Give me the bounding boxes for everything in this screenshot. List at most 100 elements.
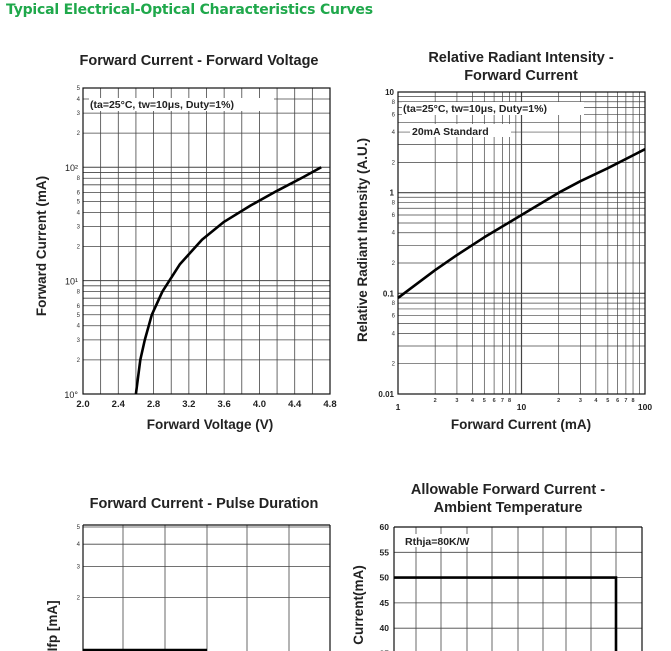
tick-label-y-minor: 2: [392, 160, 396, 166]
tick-label-y-minor: 8: [77, 176, 81, 182]
tick-label-y-minor: 4: [392, 231, 396, 237]
tick-label-y: 50: [380, 573, 390, 583]
tick-label-y-minor: 3: [77, 111, 81, 117]
tick-label-y-decade: 10¹: [65, 277, 78, 287]
annotation-bg: [89, 98, 274, 111]
tick-label-y-major: 10: [385, 88, 394, 97]
tick-label-x-minor: 3: [579, 398, 582, 404]
series-line: [397, 148, 646, 299]
annotation: Rthja=80K/W: [405, 536, 470, 548]
tick-label-x-minor: 8: [632, 398, 635, 404]
chart-title: Forward Current - Pulse Duration: [90, 496, 319, 512]
chart-allowable-current: 60 55 50 45 40 35 Rthja=80K/W Allowable Forward…: [351, 482, 643, 651]
chart-forward-current-voltage: 2 3 4 5 6 8 2 3 4 5 6 8 2 3 4 5 10° 10¹ 10² 2.0 2.4 2.8 3.2 3.6…: [34, 53, 337, 432]
tick-label-x: 3.6: [218, 399, 231, 410]
tick-label-x: 3.2: [182, 399, 195, 410]
tick-label-x-minor: 4: [594, 398, 598, 404]
series-line: [134, 166, 322, 395]
chart-title-line-1: Relative Radiant Intensity -: [428, 50, 613, 66]
tick-label-y-minor: 4: [392, 130, 396, 136]
tick-label-y-major: 0.1: [383, 289, 395, 298]
annotation-standard: 20mA Standard: [412, 126, 489, 138]
annotation-bg: [410, 124, 511, 137]
tick-label-x-major: 10: [517, 402, 527, 412]
tick-label-y-minor: 5: [77, 199, 81, 205]
tick-label-y-minor: 8: [392, 301, 396, 307]
tick-label-y-minor: 8: [392, 100, 396, 106]
tick-label-y-minor: 4: [77, 210, 81, 216]
tick-label-y: 60: [380, 522, 390, 532]
tick-label-x-minor: 5: [483, 398, 486, 404]
tick-label-y-decade: 10°: [64, 390, 78, 400]
annotation-bg: [402, 102, 584, 115]
chart-title-line-2: Forward Current: [464, 68, 578, 84]
tick-label-x: 4.8: [323, 399, 336, 410]
tick-label-x: 4.0: [253, 399, 266, 410]
tick-label-y-minor: 2: [392, 362, 396, 368]
tick-label-x-minor: 7: [624, 398, 627, 404]
tick-label-y-minor: 6: [392, 213, 396, 219]
tick-label-y-minor: 6: [392, 314, 396, 320]
tick-label-y: 35: [380, 649, 390, 651]
tick-label-x-minor: 2: [434, 398, 437, 404]
tick-label-y-minor: 2: [392, 261, 396, 267]
tick-label-y-minor: 5: [77, 525, 81, 531]
tick-label-x-minor: 4: [471, 398, 475, 404]
tick-label-x-minor: 5: [606, 398, 609, 404]
tick-label-y-minor: 2: [77, 358, 81, 364]
tick-label-y-minor: 2: [77, 244, 81, 250]
annotation-bg: [404, 534, 489, 547]
tick-label-y-minor: 2: [77, 131, 81, 137]
series-line: [394, 576, 618, 651]
chart-pulse-duration: 2 3 4 5 Forward Current - Pulse Duration t If…: [45, 496, 331, 651]
tick-label-x-minor: 6: [493, 398, 496, 404]
y-axis-label: Relative Radiant Intensity (A.U.): [355, 138, 370, 342]
tick-label-y-minor: 3: [77, 225, 81, 231]
tick-label-y-minor: 8: [77, 290, 81, 296]
chart-title: Forward Current - Forward Voltage: [79, 53, 318, 69]
chart-title-line-2: Ambient Temperature: [434, 500, 583, 516]
plot-frame: [82, 87, 331, 395]
plot-frame: [397, 91, 646, 395]
tick-label-y-minor: 3: [77, 338, 81, 344]
tick-label-x-minor: 3: [455, 398, 458, 404]
tick-label-y-minor: 8: [392, 200, 396, 206]
tick-label-y-minor: 4: [77, 324, 81, 330]
tick-label-x-minor: 2: [557, 398, 560, 404]
tick-label-x-minor: 7: [501, 398, 504, 404]
tick-label-y-minor: 4: [77, 97, 81, 103]
tick-label-y-decade: 10²: [65, 163, 78, 173]
y-axis-label: Forward Current (mA): [34, 176, 49, 316]
tick-label-x-major: 100: [638, 402, 652, 412]
tick-label-x-minor: 6: [616, 398, 619, 404]
tick-label-y-minor: 5: [77, 86, 81, 92]
tick-label-y-minor: 3: [77, 564, 81, 570]
tick-label-x: 2.4: [112, 399, 126, 410]
tick-label-y-minor: 4: [77, 542, 81, 548]
annotation: (ta=25°C, tw=10μs, Duty=1%): [403, 103, 547, 115]
annotation: (ta=25°C, tw=10μs, Duty=1%): [90, 99, 234, 111]
tick-label-y: 55: [380, 547, 390, 557]
y-axis-label: t Ifp [mA]: [45, 600, 60, 651]
tick-label-x-major: 1: [396, 402, 401, 412]
tick-label-y-major: 1: [390, 189, 395, 198]
tick-label-y-minor: 2: [77, 596, 81, 602]
tick-label-y-minor: 5: [77, 313, 81, 319]
tick-label-y: 40: [380, 623, 390, 633]
tick-label-x: 2.8: [147, 399, 160, 410]
tick-label-x-minor: 8: [508, 398, 511, 404]
y-axis-label: Current(mA): [351, 565, 366, 645]
page-header: Typical Electrical-Optical Characteristi…: [6, 2, 373, 18]
tick-label-x: 2.0: [76, 399, 89, 410]
x-axis-label: Forward Voltage (V): [147, 417, 274, 432]
chart-title-line-1: Allowable Forward Current -: [411, 482, 605, 498]
x-axis-label: Forward Current (mA): [451, 417, 591, 432]
tick-label-y: 45: [380, 598, 390, 608]
tick-label-y-minor: 6: [77, 304, 81, 310]
tick-label-y-minor: 6: [392, 112, 396, 118]
tick-label-y-minor: 4: [392, 331, 396, 337]
tick-label-y-major: 0.01: [378, 390, 394, 399]
tick-label-y-minor: 6: [77, 190, 81, 196]
